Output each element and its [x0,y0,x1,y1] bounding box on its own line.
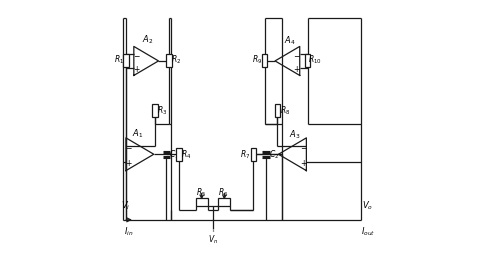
Text: $A_3$: $A_3$ [289,128,301,140]
Text: $-$: $-$ [125,142,133,151]
Bar [274,104,280,117]
Text: $+$: $+$ [293,64,301,74]
Text: $I_{out}$: $I_{out}$ [361,224,376,237]
Text: $R_1$: $R_1$ [114,53,124,65]
Text: $R_3$: $R_3$ [157,104,167,117]
Bar [218,199,230,206]
Text: $A_4$: $A_4$ [284,34,296,46]
Bar [196,199,208,206]
Bar [176,148,182,161]
Text: $A_1$: $A_1$ [132,127,143,139]
Bar [152,104,158,117]
Text: $R_{10}$: $R_{10}$ [308,53,322,65]
Text: $V_i$: $V_i$ [121,199,130,211]
Text: $+$: $+$ [300,158,307,168]
Text: $+$: $+$ [133,64,141,74]
Text: $-$: $-$ [300,142,307,151]
Text: $R_6$: $R_6$ [218,186,229,199]
Text: $C_2$: $C_2$ [269,148,279,161]
Text: $R_9$: $R_9$ [252,53,262,65]
Bar [305,55,310,68]
Bar [251,148,256,161]
Text: $V_n$: $V_n$ [208,232,218,245]
Text: $R_5$: $R_5$ [196,186,206,199]
Text: $A_2$: $A_2$ [142,34,153,46]
Bar [262,55,268,68]
Bar [166,55,172,68]
Text: $V_o$: $V_o$ [362,199,373,211]
Text: $I_{in}$: $I_{in}$ [124,224,134,237]
Text: $-$: $-$ [133,50,141,59]
Text: $R_2$: $R_2$ [171,53,181,65]
Text: $R_4$: $R_4$ [181,148,191,161]
Text: $C_1$: $C_1$ [169,148,180,161]
Text: $-$: $-$ [293,50,301,59]
Text: $R_7$: $R_7$ [240,148,250,161]
Bar [123,55,129,68]
Text: $+$: $+$ [125,158,133,168]
Text: $R_8$: $R_8$ [280,104,290,117]
